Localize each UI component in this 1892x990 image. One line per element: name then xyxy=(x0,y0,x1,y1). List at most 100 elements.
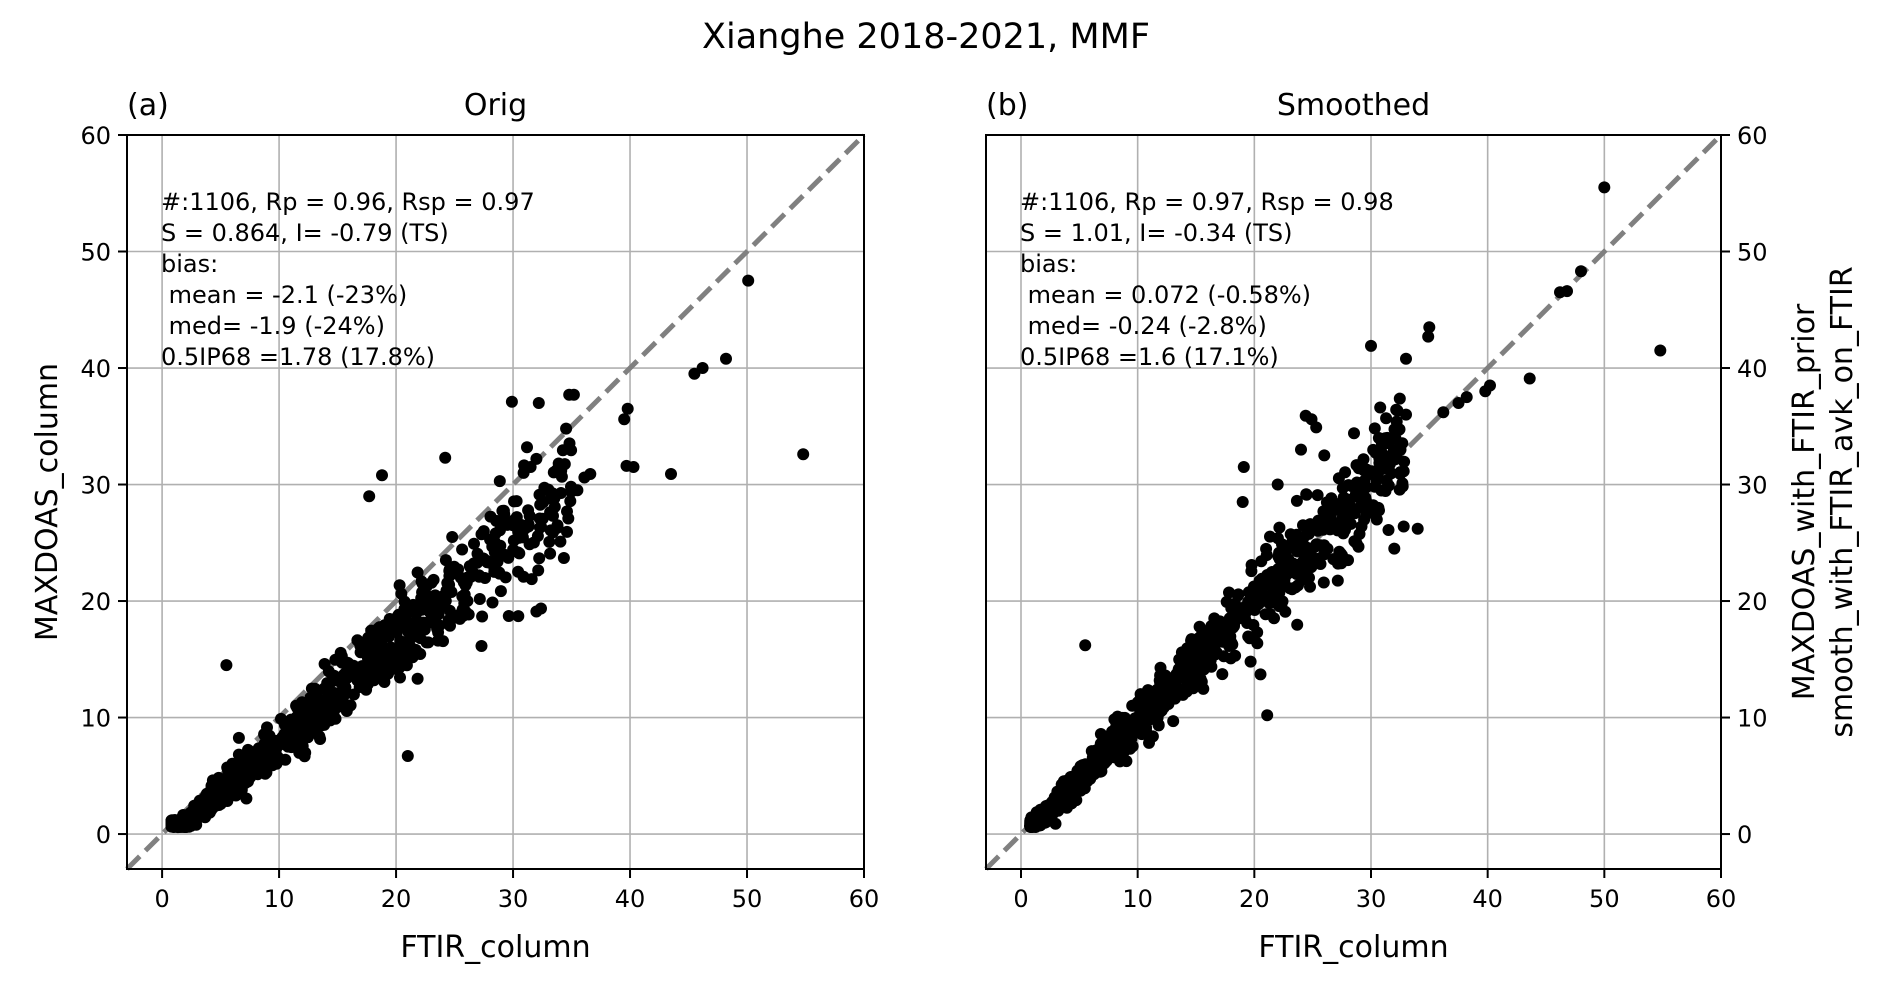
scatter-point xyxy=(561,525,573,538)
y-axis-label-line: MAXDOAS_column xyxy=(30,363,65,641)
scatter-point xyxy=(344,699,357,712)
scatter-point xyxy=(557,552,570,564)
scatter-point xyxy=(1295,443,1307,456)
scatter-point xyxy=(1303,525,1315,538)
scatter-point xyxy=(228,768,241,781)
scatter-point xyxy=(441,577,454,589)
scatter-point xyxy=(1575,265,1587,278)
scatter-point xyxy=(1561,285,1573,298)
scatter-point xyxy=(194,797,207,810)
scatter-point xyxy=(493,475,506,488)
scatter-point xyxy=(1320,496,1333,509)
scatter-point xyxy=(512,565,525,578)
scatter-point xyxy=(376,652,389,665)
scatter-point xyxy=(1393,392,1406,405)
scatter-point xyxy=(1292,579,1304,592)
scatter-point xyxy=(394,671,406,684)
scatter-point xyxy=(1350,459,1363,472)
scatter-point xyxy=(1276,549,1289,562)
scatter-point xyxy=(481,555,494,568)
scatter-point xyxy=(1272,563,1285,576)
scatter-point xyxy=(1236,496,1249,508)
scatter-point xyxy=(1220,595,1233,608)
scatter-point xyxy=(554,535,567,548)
scatter-point xyxy=(1310,421,1323,434)
x-tick-label: 20 xyxy=(381,885,412,913)
y-tick-label: 20 xyxy=(80,588,111,616)
y-tick-label: 60 xyxy=(80,122,111,150)
scatter-point xyxy=(1043,809,1056,822)
scatter-point xyxy=(665,468,677,480)
scatter-point xyxy=(1167,715,1180,728)
scatter-point xyxy=(488,565,501,578)
scatter-point xyxy=(567,388,580,401)
scatter-point xyxy=(439,554,452,567)
scatter-point xyxy=(426,597,439,610)
scatter-point xyxy=(363,642,376,655)
scatter-point xyxy=(523,538,536,551)
scatter-point xyxy=(1400,352,1412,365)
scatter-point xyxy=(406,651,419,664)
scatter-point xyxy=(498,508,511,521)
scatter-point xyxy=(1231,589,1244,602)
scatter-point xyxy=(337,683,350,696)
stats-annotation-line: #:1106, Rp = 0.97, Rsp = 0.98 xyxy=(1020,188,1394,216)
scatter-point xyxy=(1318,542,1331,555)
x-tick-label: 30 xyxy=(498,885,529,913)
scatter-point xyxy=(618,413,631,426)
scatter-point xyxy=(1348,427,1360,440)
scatter-point xyxy=(347,688,360,701)
scatter-point xyxy=(1251,637,1264,650)
y-tick-label: 0 xyxy=(1737,821,1752,849)
scatter-point xyxy=(1149,704,1162,717)
scatter-point xyxy=(461,595,474,607)
y-axis-label-smoothed: MAXDOAS_with_FTIR_prior smooth_with_FTIR_… xyxy=(1787,266,1860,737)
scatter-point xyxy=(475,640,488,652)
scatter-point xyxy=(448,567,461,580)
scatter-point xyxy=(507,519,519,532)
x-axis-label-smoothed: FTIR_column xyxy=(1258,930,1448,965)
x-tick-label: 0 xyxy=(154,885,169,913)
scatter-point xyxy=(1166,683,1179,696)
scatter-point xyxy=(468,537,480,550)
scatter-point xyxy=(1300,488,1313,501)
scatter-point xyxy=(242,743,254,756)
scatter-point xyxy=(1287,557,1299,570)
scatter-point xyxy=(1291,618,1304,631)
scatter-point xyxy=(565,444,578,457)
scatter-point xyxy=(1332,472,1345,485)
scatter-point xyxy=(797,448,810,461)
scatter-point xyxy=(1126,699,1139,712)
y-axis-label-line: smooth_with_FTIR_avk_on_FTIR xyxy=(1825,266,1860,737)
scatter-point xyxy=(1598,181,1611,194)
scatter-point xyxy=(486,596,499,609)
x-tick-label: 50 xyxy=(732,885,763,913)
scatter-point xyxy=(433,619,446,632)
scatter-point xyxy=(505,395,518,408)
y-tick-label: 30 xyxy=(80,472,111,500)
scatter-point xyxy=(1304,580,1316,593)
scatter-point xyxy=(264,751,277,764)
scatter-point xyxy=(299,746,312,759)
scatter-point xyxy=(1245,559,1258,571)
scatter-point xyxy=(320,697,332,710)
y-tick-label: 50 xyxy=(80,239,111,267)
scatter-point xyxy=(1411,522,1424,535)
y-tick-label: 0 xyxy=(96,821,111,849)
scatter-point xyxy=(411,672,424,685)
scatter-point xyxy=(494,585,507,598)
scatter-point xyxy=(1070,794,1083,807)
scatter-point xyxy=(1390,403,1403,416)
scatter-point xyxy=(493,524,506,537)
scatter-point xyxy=(1318,449,1331,462)
scatter-point xyxy=(167,814,180,827)
scatter-point xyxy=(294,735,307,748)
scatter-point xyxy=(742,274,755,287)
scatter-point xyxy=(508,495,520,508)
x-axis-label-orig: FTIR_column xyxy=(400,930,590,965)
scatter-point xyxy=(552,457,565,470)
scatter-point xyxy=(542,483,555,496)
x-tick-label: 60 xyxy=(849,885,880,913)
scatter-point xyxy=(412,604,424,617)
